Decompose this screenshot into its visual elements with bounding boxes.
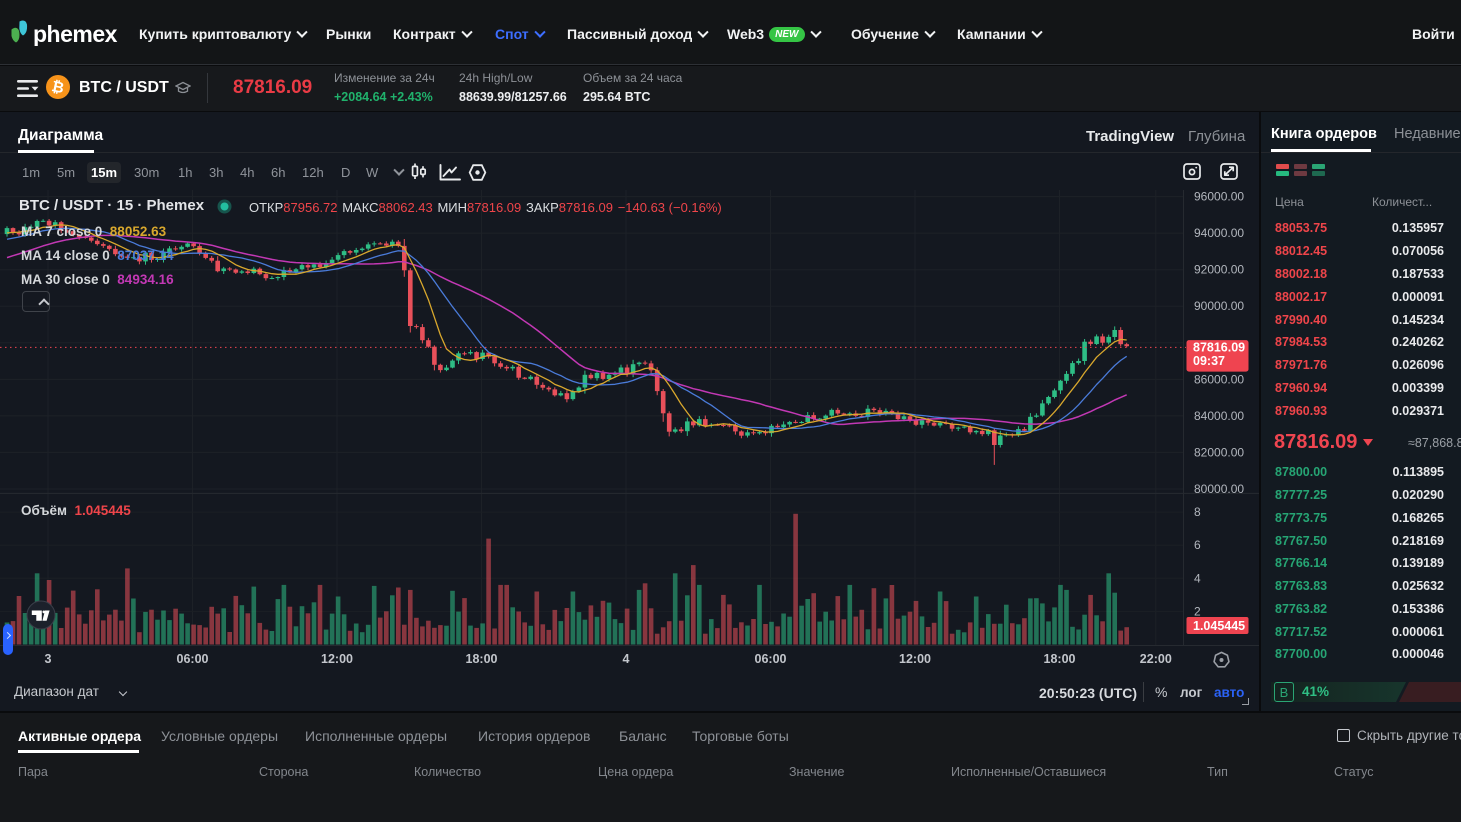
svg-text:96000.00: 96000.00 <box>1194 190 1244 204</box>
svg-text:₿: ₿ <box>50 78 66 97</box>
svg-text:06:00: 06:00 <box>755 652 787 666</box>
svg-text:86000.00: 86000.00 <box>1194 372 1244 386</box>
svg-text:87816.09: 87816.09 <box>1193 341 1245 355</box>
svg-text:84000.00: 84000.00 <box>1194 409 1244 423</box>
svg-text:90000.00: 90000.00 <box>1194 299 1244 313</box>
svg-text:2: 2 <box>1194 604 1201 618</box>
svg-text:18:00: 18:00 <box>1044 652 1076 666</box>
svg-text:12:00: 12:00 <box>899 652 931 666</box>
svg-text:92000.00: 92000.00 <box>1194 263 1244 277</box>
svg-text:82000.00: 82000.00 <box>1194 445 1244 459</box>
svg-text:12:00: 12:00 <box>321 652 353 666</box>
svg-text:4: 4 <box>623 652 630 666</box>
svg-text:94000.00: 94000.00 <box>1194 226 1244 240</box>
svg-text:8: 8 <box>1194 505 1201 519</box>
svg-text:06:00: 06:00 <box>177 652 209 666</box>
svg-text:phemex: phemex <box>33 21 118 46</box>
svg-text:6: 6 <box>1194 538 1201 552</box>
svg-text:22:00: 22:00 <box>1140 652 1172 666</box>
svg-text:18:00: 18:00 <box>466 652 498 666</box>
svg-text:4: 4 <box>1194 571 1201 585</box>
svg-text:80000.00: 80000.00 <box>1194 482 1244 496</box>
svg-text:3: 3 <box>45 652 52 666</box>
svg-text:09:37: 09:37 <box>1193 354 1225 368</box>
svg-text:1.045445: 1.045445 <box>1193 619 1245 633</box>
